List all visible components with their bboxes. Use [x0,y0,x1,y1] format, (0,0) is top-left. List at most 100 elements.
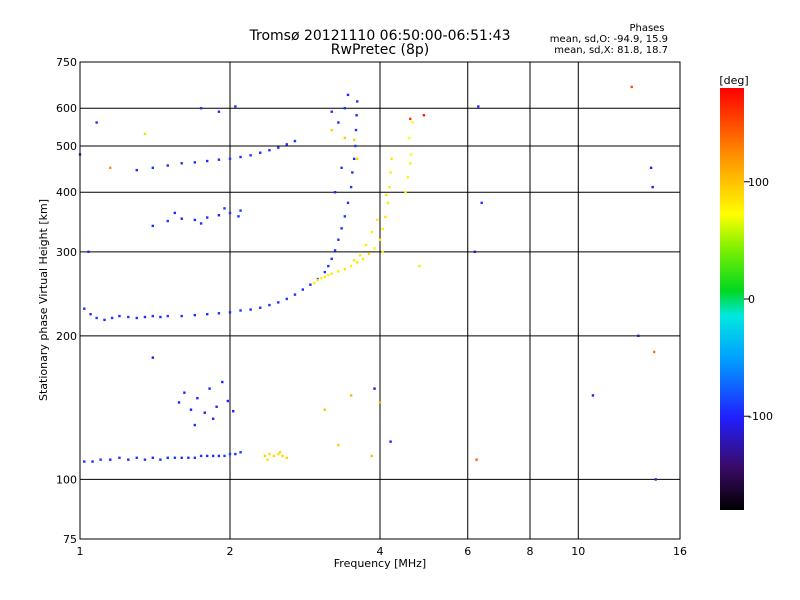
data-point-s0 [473,250,477,254]
data-point-s0 [249,154,252,157]
x-tick-label: 2 [227,545,234,558]
data-point-s1 [337,270,340,273]
data-point-s1 [367,252,371,256]
data-point-s0 [649,166,653,170]
data-point-s0 [193,218,197,222]
data-point-s1 [330,272,333,275]
data-point-s0 [223,207,226,210]
data-point-s1 [475,458,478,461]
data-point-s0 [159,458,162,461]
data-point-s0 [193,313,197,317]
data-point-s0 [346,201,350,205]
data-point-s0 [637,334,640,338]
data-point-s1 [278,451,282,454]
x-tick-label: 8 [527,545,534,558]
data-point-s0 [127,315,130,319]
data-point-s0 [83,307,86,310]
data-point-s0 [196,396,199,400]
data-point-s1 [373,247,376,250]
y-tick-label: 75 [63,533,77,546]
data-point-s0 [173,211,177,215]
data-point-s0 [199,222,203,225]
data-point-s0 [187,456,190,459]
data-point-s0 [228,157,232,161]
data-point-s1 [385,193,388,197]
x-tick-label: 1 [77,545,84,558]
data-point-s1 [285,456,288,459]
data-point-s1 [364,243,368,247]
data-point-s1 [343,267,347,271]
data-point-s1 [323,408,327,411]
colorbar-ticks: 100 0 -100 [744,176,773,423]
stats-line-x: mean, sd,X: 81.8, 18.7 [554,45,668,56]
data-point-s0 [340,166,343,170]
data-point-s1 [277,452,280,456]
data-point-s0 [199,107,203,110]
data-point-s0 [373,387,376,390]
x-tick-label: 4 [377,545,384,558]
data-point-s0 [217,110,221,113]
colorbar-tick-label: -100 [748,410,773,423]
data-point-s0 [199,454,203,458]
data-point-s1 [355,261,359,264]
data-point-s0 [232,409,235,413]
data-point-s0 [189,408,193,411]
data-point-s1 [409,117,412,121]
data-point-s0 [193,456,197,459]
data-point-s0 [180,217,183,220]
data-point-s1 [406,176,410,179]
x-tick-label: 16 [673,545,687,558]
data-point-s0 [237,215,240,218]
data-point-s1 [422,114,426,117]
data-point-s1 [349,264,353,268]
data-point-s0 [180,456,183,459]
data-point-s1 [411,121,414,124]
data-point-s0 [277,146,280,149]
data-point-s0 [343,107,347,110]
plot-grid [80,62,680,539]
data-point-s1 [337,443,340,447]
data-point-s1 [390,157,393,161]
data-point-s0 [110,316,114,320]
data-point-s0 [166,219,169,223]
data-point-s1 [630,85,633,89]
data-point-s0 [151,314,155,318]
data-point-s1 [349,394,353,397]
data-point-s1 [358,254,362,257]
data-point-s0 [228,452,232,456]
data-point-s1 [361,257,365,261]
data-point-s0 [228,211,232,215]
data-point-s0 [337,238,340,241]
data-point-s0 [151,356,155,359]
data-point-s0 [239,209,242,212]
data-point-s0 [99,458,102,461]
data-point-s1 [263,454,267,458]
data-point-s1 [327,273,330,277]
data-point-s0 [151,166,155,170]
data-point-s1 [143,132,147,136]
data-point-s1 [109,166,112,170]
data-point-s0 [180,162,183,165]
chart-title: Tromsø 20121110 06:50:00-06:51:43 [249,28,511,44]
data-point-s0 [211,417,215,420]
data-point-s1 [409,162,412,165]
data-point-s0 [293,139,297,143]
y-axis-label: Stationary phase Virtual Height [km] [37,199,50,401]
data-point-s0 [205,159,209,163]
data-point-s1 [330,128,333,132]
data-point-s0 [389,440,392,443]
data-point-s1 [652,350,656,354]
data-point-s0 [327,264,330,268]
data-point-s0 [127,458,130,461]
data-point-s0 [228,311,232,314]
data-point-s0 [323,270,327,274]
data-point-s0 [95,316,98,320]
data-point-s0 [654,478,657,481]
data-point-s0 [349,185,353,189]
data-point-s0 [166,164,169,167]
data-point-s0 [173,456,177,459]
data-point-s0 [268,303,271,307]
colorbar-tick-label: 0 [748,293,755,306]
data-point-s0 [205,216,209,219]
data-point-s0 [259,151,262,154]
